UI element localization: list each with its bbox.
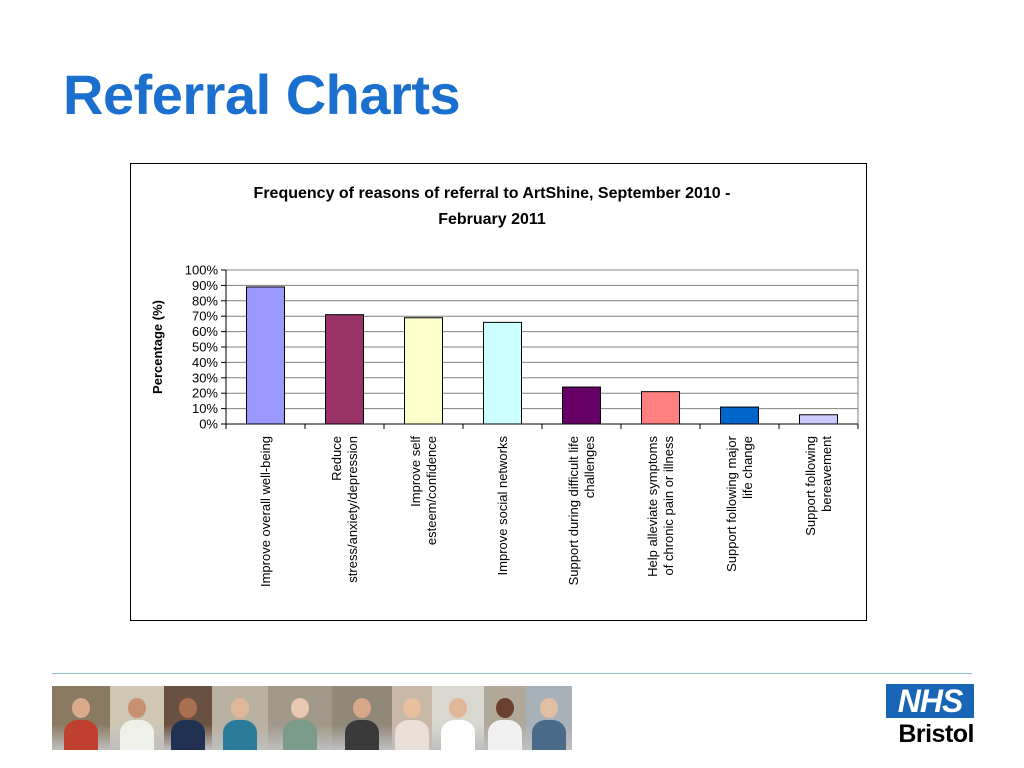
chart-title-line: Frequency of reasons of referral to ArtS… <box>254 185 731 202</box>
figure-head <box>540 698 558 718</box>
photo-girl-smile-icon <box>392 686 432 750</box>
y-tick-label: 80% <box>192 293 218 308</box>
photo-elderly-woman-icon <box>268 686 332 750</box>
x-tick-label: Reduce <box>329 436 344 481</box>
bar <box>799 414 838 425</box>
y-tick-label: 90% <box>192 278 218 293</box>
x-tick-label: esteem/confidence <box>424 436 439 545</box>
nhs-bristol-logo: NHS Bristol <box>886 684 975 748</box>
figure-body <box>532 720 566 750</box>
bar <box>562 386 601 425</box>
figure-head <box>403 698 421 718</box>
figure-head <box>128 698 146 718</box>
x-tick-label: Improve overall well-being <box>258 436 273 587</box>
figure-body <box>223 720 257 750</box>
x-tick-label: of chronic pain or illness <box>661 436 676 576</box>
figure-head <box>179 698 197 718</box>
figure-head <box>231 698 249 718</box>
bar <box>720 406 759 425</box>
y-tick-label: 50% <box>192 340 218 355</box>
x-tick-label: Help alleviate symptoms <box>645 436 660 577</box>
photo-clinic-icon <box>212 686 268 750</box>
figure-body <box>171 720 205 750</box>
bar <box>246 286 285 425</box>
y-tick-label: 0% <box>199 417 218 432</box>
x-tick-label: challenges <box>582 436 597 499</box>
bar <box>641 391 680 425</box>
figure-head <box>449 698 467 718</box>
bar <box>325 314 364 425</box>
x-tick-label: life change <box>740 436 755 499</box>
y-tick-label: 40% <box>192 355 218 370</box>
bar <box>483 321 522 425</box>
figure-body <box>120 720 154 750</box>
x-tick-label: bereavement <box>819 436 834 512</box>
y-tick-label: 60% <box>192 324 218 339</box>
photo-reception-icon <box>526 686 572 750</box>
x-tick-label: stress/anxiety/depression <box>345 436 360 583</box>
figure-body <box>395 720 429 750</box>
footer-divider <box>52 673 972 674</box>
photo-nurse-icon <box>484 686 526 750</box>
photo-toddler-icon <box>110 686 164 750</box>
x-tick-label: Improve self <box>408 436 423 507</box>
y-axis-label: Percentage (%) <box>150 300 165 394</box>
x-tick-label: Support following <box>803 436 818 536</box>
figure-body <box>441 720 475 750</box>
chart-frame: Frequency of reasons of referral to ArtS… <box>130 163 867 621</box>
photo-woman-icon <box>164 686 212 750</box>
photo-child-ball-icon <box>52 686 110 750</box>
y-tick-label: 70% <box>192 309 218 324</box>
photo-strip <box>52 686 572 750</box>
bar <box>404 317 443 425</box>
photo-doctor-icon <box>432 686 484 750</box>
y-tick-label: 20% <box>192 386 218 401</box>
x-tick-label: Improve social networks <box>495 436 510 576</box>
y-tick-label: 100% <box>185 263 219 278</box>
figure-head <box>72 698 90 718</box>
figure-body <box>488 720 522 750</box>
slide-title: Referral Charts <box>63 63 461 126</box>
chart-title-line: February 2011 <box>438 211 546 228</box>
photo-eye-exam-icon <box>332 686 392 750</box>
figure-body <box>283 720 317 750</box>
y-tick-label: 30% <box>192 370 218 385</box>
y-tick-label: 10% <box>192 401 218 416</box>
x-tick-label: Support following major <box>724 435 739 572</box>
bar-chart: Frequency of reasons of referral to ArtS… <box>150 185 859 587</box>
figure-body <box>64 720 98 750</box>
x-tick-label: Support during difficult life <box>566 436 581 585</box>
figure-head <box>353 698 371 718</box>
figure-head <box>496 698 514 718</box>
nhs-logo-badge: NHS <box>886 684 974 718</box>
nhs-logo-place: Bristol <box>898 720 974 748</box>
figure-body <box>345 720 379 750</box>
figure-head <box>291 698 309 718</box>
